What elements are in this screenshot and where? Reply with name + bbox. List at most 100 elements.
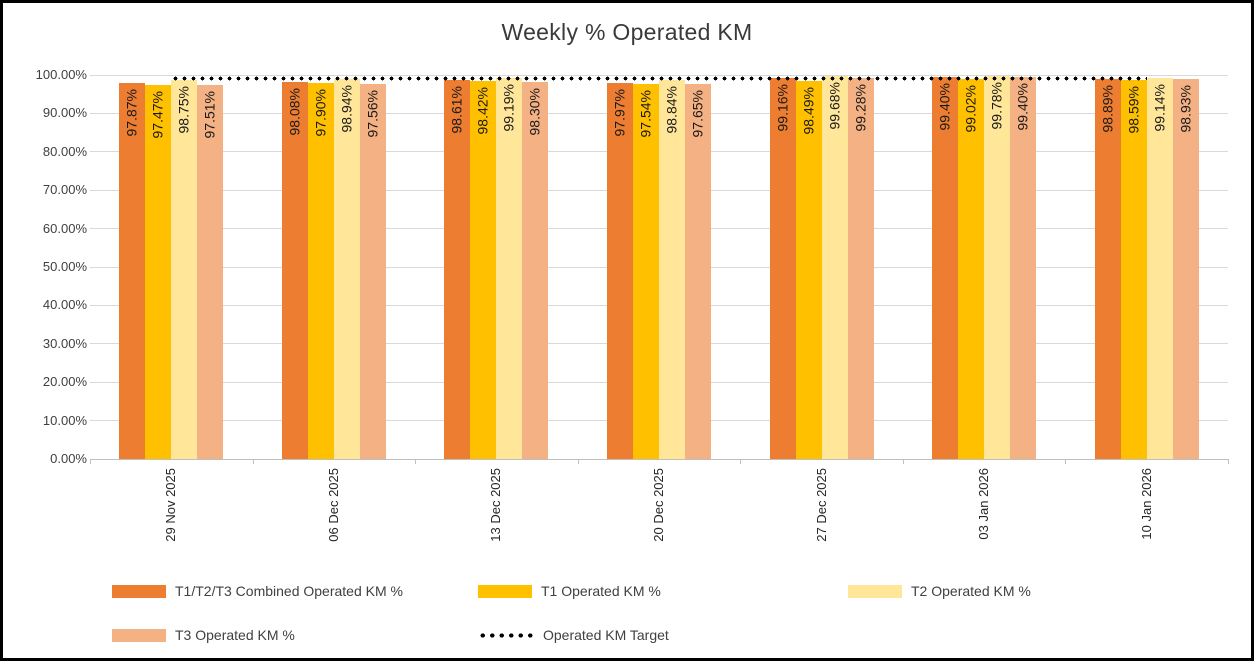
bar: 98.30% <box>522 81 549 459</box>
y-axis-tick-label: 60.00% <box>42 220 87 236</box>
bar: 99.40% <box>932 77 959 459</box>
bar-value-label: 98.42% <box>474 87 491 135</box>
bar: 98.93% <box>1172 79 1199 459</box>
bar: 99.68% <box>821 76 848 459</box>
bar-value-label: 99.40% <box>936 83 953 131</box>
bar: 97.54% <box>633 84 659 459</box>
chart-title: Weekly % Operated KM <box>501 19 753 45</box>
bar: 99.16% <box>769 78 796 459</box>
bar-value-label: 99.40% <box>1014 83 1031 131</box>
bar-value-label: 97.51% <box>201 90 218 139</box>
bar: 97.97% <box>607 82 633 459</box>
x-axis-tick <box>902 459 904 464</box>
bar-value-label: 99.78% <box>988 81 1005 130</box>
bar-value-label: 98.08% <box>286 88 303 136</box>
legend-swatch-t2 <box>848 584 902 598</box>
x-axis-date-label: 29 Nov 2025 <box>163 468 179 542</box>
y-axis-tick-label: 10.00% <box>42 412 87 428</box>
x-axis-date-label: 10 Jan 2026 <box>1138 468 1154 540</box>
bar: 99.40% <box>1010 77 1037 459</box>
x-axis-date-label: 20 Dec 2025 <box>651 468 666 542</box>
bar: 99.78% <box>984 75 1011 459</box>
legend-item-t3: T3 Operated KM % <box>112 627 295 643</box>
legend-item-t1: T1 Operated KM % <box>478 583 661 599</box>
legend-item-t2: T2 Operated KM % <box>848 583 1031 599</box>
bar-value-label: 98.59% <box>1125 86 1142 134</box>
y-axis-tick-label: 30.00% <box>42 335 87 351</box>
legend-swatch-t1 <box>478 584 532 598</box>
y-axis-tick-label: 70.00% <box>42 182 87 198</box>
y-axis-tick-label: 50.00% <box>42 259 87 274</box>
bar-value-label: 99.19% <box>500 84 517 132</box>
gridline <box>90 74 1228 76</box>
bar: 97.56% <box>359 84 386 459</box>
bar-value-label: 98.30% <box>526 87 543 135</box>
bar: 97.90% <box>307 83 334 459</box>
bar-value-label: 97.56% <box>364 90 381 138</box>
legend-label-t2: T2 Operated KM % <box>911 583 1031 599</box>
bar: 97.87% <box>119 83 146 459</box>
x-axis-tick <box>1065 459 1067 464</box>
legend-label-combined: T1/T2/T3 Combined Operated KM % <box>175 583 403 599</box>
bar: 98.94% <box>333 79 360 459</box>
legend-label-t1: T1 Operated KM % <box>541 583 661 599</box>
x-axis-date-label: 27 Dec 2025 <box>813 468 829 542</box>
bar-value-label: 99.14% <box>1151 84 1168 132</box>
bar: 98.75% <box>171 79 198 459</box>
x-axis-date-label: 13 Dec 2025 <box>488 468 504 542</box>
bar-value-label: 98.49% <box>800 86 817 135</box>
bar-value-label: 99.02% <box>962 84 979 133</box>
bar-value-label: 98.84% <box>663 85 680 133</box>
y-axis-tick-label: 20.00% <box>42 374 87 390</box>
bar-value-label: 97.54% <box>637 90 654 138</box>
x-axis-tick <box>577 459 579 464</box>
legend-swatch-combined <box>112 584 166 598</box>
bar-value-label: 98.93% <box>1177 85 1194 133</box>
x-axis-tick <box>90 459 91 464</box>
bar: 98.61% <box>444 80 471 459</box>
legend-item-target: Operated KM Target <box>478 627 669 643</box>
bar: 99.02% <box>958 78 985 459</box>
bar: 98.42% <box>470 81 497 459</box>
bar: 98.89% <box>1094 79 1121 459</box>
y-axis-tick-label: 40.00% <box>42 297 87 313</box>
x-axis-tick <box>415 459 417 464</box>
bar: 99.14% <box>1146 78 1173 459</box>
y-axis-tick-label: 90.00% <box>42 105 87 121</box>
legend-label-t3: T3 Operated KM % <box>175 627 295 643</box>
target-line <box>171 76 1147 82</box>
bar: 97.51% <box>197 84 224 459</box>
bar-value-label: 97.90% <box>312 89 329 137</box>
legend-label-target: Operated KM Target <box>543 627 669 643</box>
y-axis-tick-label: 100.00% <box>35 67 87 82</box>
legend-dotted-line-icon <box>478 632 534 638</box>
x-axis-tick <box>1228 459 1229 464</box>
bar: 98.49% <box>795 80 822 459</box>
x-axis-date-label: 06 Dec 2025 <box>325 468 341 542</box>
y-axis-tick-label: 0.00% <box>50 451 87 466</box>
bar-value-label: 98.75% <box>175 85 192 134</box>
legend-item-combined: T1/T2/T3 Combined Operated KM % <box>112 583 403 599</box>
bar-value-label: 99.28% <box>852 83 869 132</box>
bar: 99.19% <box>496 78 523 459</box>
bar-value-label: 98.94% <box>338 85 355 133</box>
x-axis-tick <box>740 459 742 464</box>
legend-swatch-t3 <box>112 628 166 642</box>
bar-value-label: 99.16% <box>774 84 791 132</box>
bar: 97.65% <box>685 84 711 459</box>
bar-value-label: 97.87% <box>123 89 140 137</box>
x-axis-date-label: 03 Jan 2026 <box>976 468 992 540</box>
bar: 98.08% <box>281 82 308 459</box>
bar: 98.59% <box>1120 80 1147 459</box>
bar-value-label: 98.61% <box>448 86 465 134</box>
bar: 99.28% <box>847 77 874 459</box>
bar-value-label: 97.65% <box>689 90 706 138</box>
x-axis-tick <box>252 459 254 464</box>
bar-value-label: 98.89% <box>1099 85 1116 133</box>
y-axis-tick-label: 80.00% <box>42 143 87 159</box>
bar: 97.47% <box>145 84 172 459</box>
bar-value-label: 99.68% <box>826 82 843 130</box>
bar: 98.84% <box>659 79 685 459</box>
bar-value-label: 97.97% <box>611 88 628 137</box>
